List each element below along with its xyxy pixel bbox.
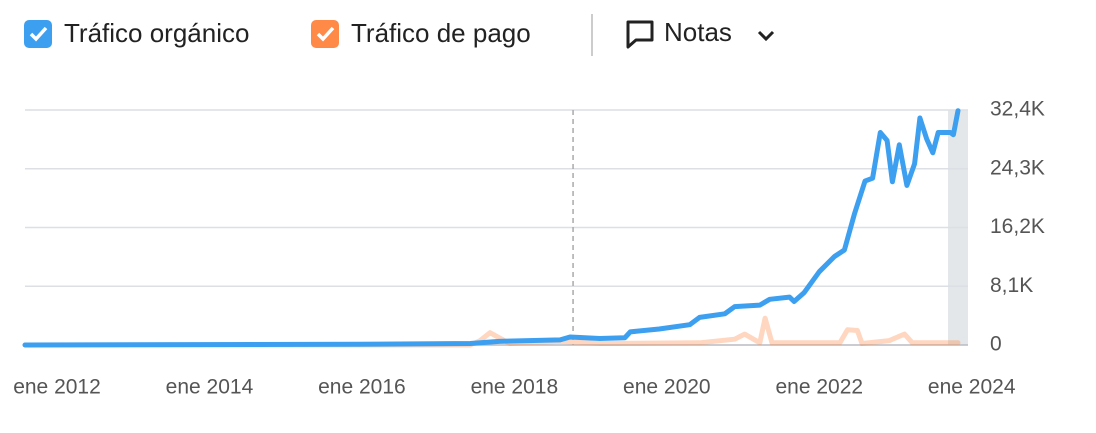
check-icon — [316, 26, 335, 42]
y-tick-label: 16,2K — [990, 215, 1045, 238]
legend-label: Tráfico orgánico — [64, 18, 249, 48]
y-tick-label: 24,3K — [990, 156, 1045, 179]
dropdown-icon — [757, 30, 775, 42]
x-tick-label: ene 2016 — [318, 376, 406, 399]
series-line — [22, 315, 961, 348]
x-tick-label: ene 2018 — [471, 376, 559, 399]
y-tick-label: 32,4K — [990, 98, 1045, 121]
legend-item[interactable]: Tráfico orgánico — [24, 18, 249, 48]
x-tick-label: ene 2020 — [623, 376, 711, 399]
x-tick-label: ene 2022 — [775, 376, 863, 399]
checkbox[interactable] — [24, 20, 52, 48]
legend-item[interactable]: Tráfico de pago — [311, 18, 531, 48]
y-tick-label: 8,1K — [990, 274, 1033, 297]
x-tick-label: ene 2024 — [928, 376, 1016, 399]
legend-label: Tráfico de pago — [351, 18, 531, 48]
series-line — [22, 108, 961, 348]
notes-label: Notas — [664, 17, 732, 47]
check-icon — [29, 26, 48, 42]
y-tick-label: 0 — [990, 333, 1002, 356]
checkbox[interactable] — [311, 20, 339, 48]
x-tick-label: ene 2014 — [166, 376, 254, 399]
notes-button[interactable]: Notas — [626, 17, 775, 49]
x-tick-label: ene 2012 — [13, 376, 101, 399]
notes-icon — [626, 20, 654, 49]
